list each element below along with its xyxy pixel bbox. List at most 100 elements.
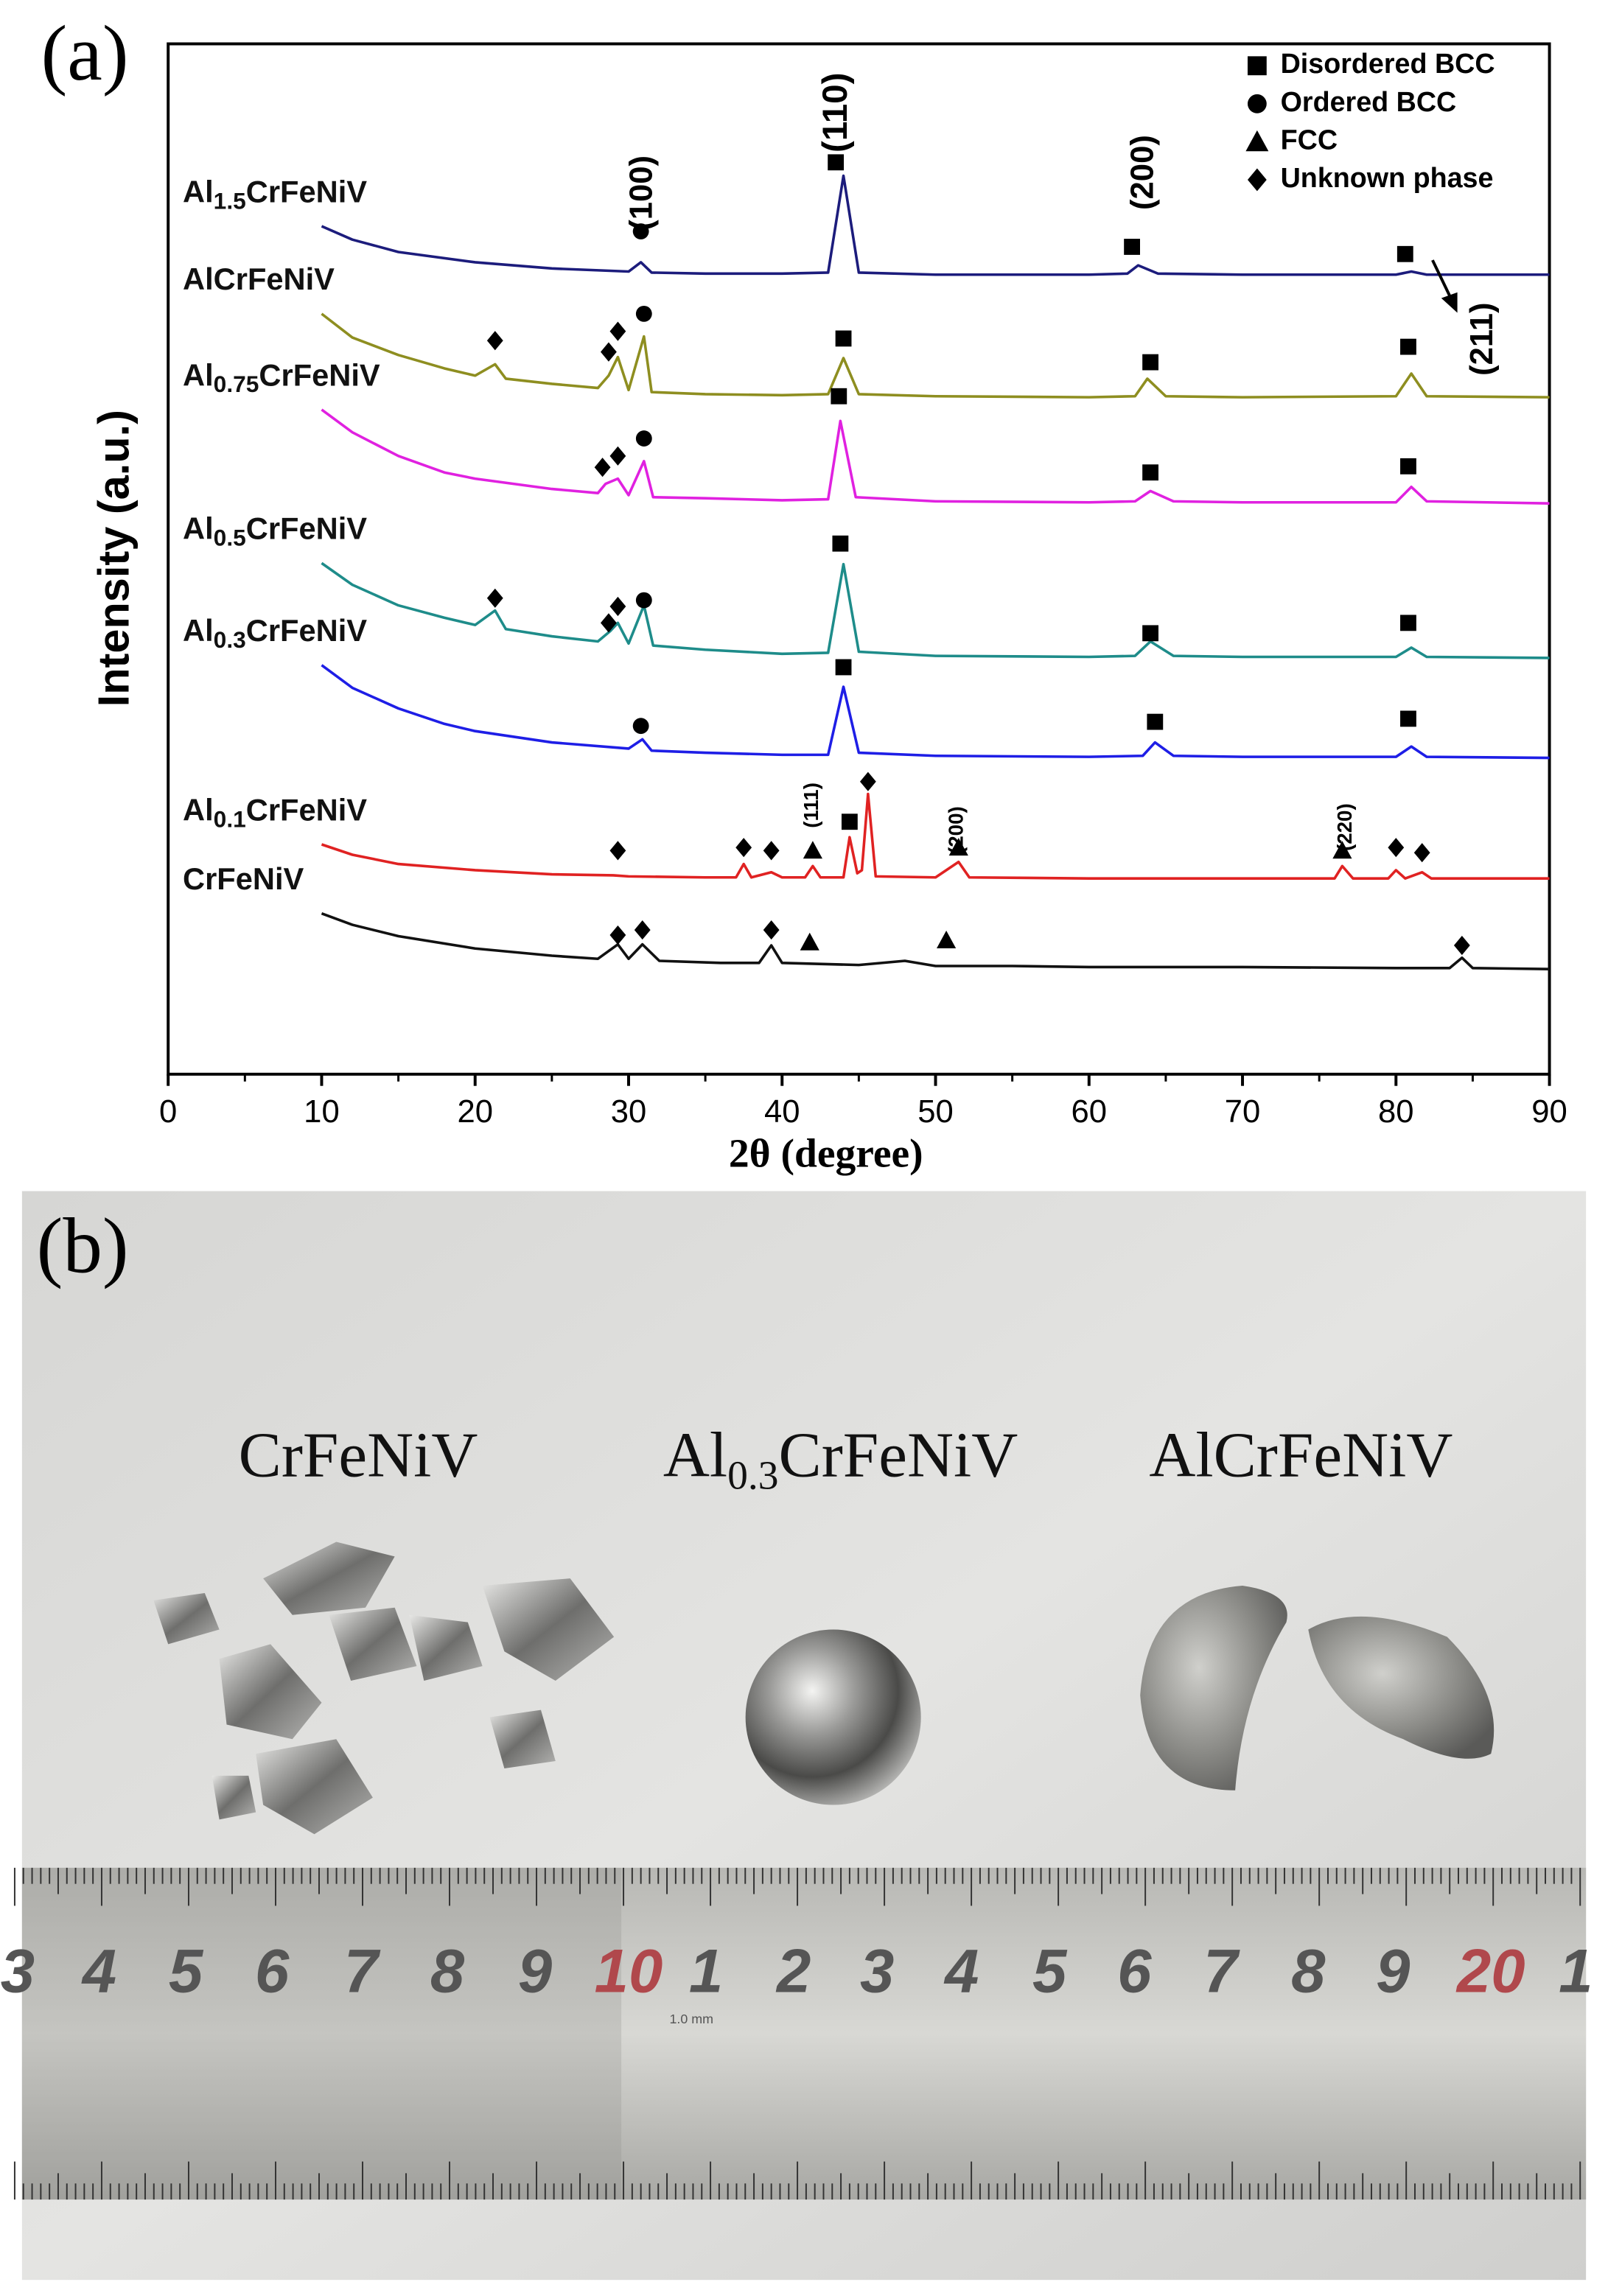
label-part: CrFeNiV — [183, 861, 304, 896]
ruler-number: 5 — [1032, 1937, 1068, 2006]
marker-circle — [635, 305, 652, 322]
marker-triangle — [1332, 841, 1352, 859]
marker-circle — [1247, 94, 1267, 113]
label-part: Al — [183, 613, 214, 648]
marker-diamond — [735, 838, 752, 858]
label-part: Al — [183, 174, 214, 209]
ruler-number: 7 — [344, 1937, 381, 2006]
marker-diamond — [1388, 838, 1405, 858]
label-subscript: 0.5 — [214, 525, 246, 551]
name-part: CrFeNiV — [779, 1418, 1018, 1490]
label-subscript: 1.5 — [214, 188, 246, 214]
alcrfeniv-halves — [1140, 1586, 1495, 1791]
peak-label: (200) — [945, 806, 968, 854]
ruler-number: 10 — [595, 1937, 663, 2006]
name-part: AlCrFeNiV — [1149, 1418, 1453, 1490]
label-part: CrFeNiV — [246, 174, 368, 209]
marker-circle — [635, 592, 652, 609]
xrd-trace — [321, 664, 1550, 760]
marker-circle — [632, 223, 649, 239]
ruler-number: 4 — [81, 1937, 116, 2006]
marker-square — [832, 535, 849, 552]
label-part: CrFeNiV — [246, 613, 368, 648]
legend-label: Ordered BCC — [1281, 86, 1457, 117]
peak-label: (110) — [816, 72, 855, 152]
peak-label: (211) — [1464, 302, 1500, 375]
label-subscript: 0.75 — [214, 371, 259, 398]
sample-label: Al1.5CrFeNiV — [183, 174, 367, 214]
marker-square — [1142, 464, 1158, 481]
marker-diamond — [609, 841, 626, 861]
marker-triangle — [800, 932, 819, 951]
marker-diamond — [486, 331, 503, 351]
marker-circle — [635, 430, 652, 447]
arrow-head — [1441, 292, 1458, 313]
peak-label: (111) — [800, 783, 822, 828]
x-tick-label: 80 — [1378, 1094, 1414, 1130]
ruler — [21, 1867, 1587, 2200]
ruler-number: 8 — [430, 1937, 465, 2006]
marker-square — [831, 388, 847, 405]
xrd-trace — [321, 561, 1550, 659]
ruler-number: 8 — [1291, 1937, 1326, 2006]
marker-triangle — [803, 841, 822, 859]
legend-label: Disordered BCC — [1281, 48, 1495, 79]
marker-diamond — [594, 458, 611, 477]
marker-square — [835, 659, 852, 676]
marker-diamond — [609, 925, 626, 945]
ruler-number: 3 — [860, 1937, 894, 2006]
x-tick-label: 40 — [764, 1094, 800, 1130]
x-tick-label: 50 — [917, 1094, 954, 1130]
label-part: AlCrFeNiV — [183, 262, 335, 296]
marker-triangle — [948, 838, 968, 856]
ruler-number: 9 — [518, 1937, 552, 2006]
label-part: Al — [183, 357, 214, 392]
marker-triangle — [1245, 130, 1269, 152]
marker-square — [1396, 245, 1413, 262]
marker-square — [828, 154, 845, 171]
marker-diamond — [486, 588, 503, 608]
sample-label: Al0.3CrFeNiV — [183, 613, 367, 653]
marker-diamond — [634, 920, 651, 940]
sample-label: AlCrFeNiV — [183, 262, 335, 296]
peak-label: (200) — [1125, 135, 1161, 210]
marker-diamond — [859, 771, 876, 791]
xrd-trace — [321, 912, 1550, 970]
marker-square — [1124, 239, 1140, 255]
marker-square — [1400, 338, 1416, 355]
marker-square — [835, 330, 852, 347]
marker-diamond — [763, 841, 780, 861]
ruler-number: 2 — [775, 1937, 811, 2006]
legend-label: Unknown phase — [1281, 162, 1494, 193]
ruler-number: 9 — [1376, 1937, 1410, 2006]
marker-diamond — [609, 596, 626, 617]
x-tick-label: 60 — [1072, 1094, 1108, 1130]
panel-label: (b) — [37, 1203, 129, 1289]
ruler-number: 7 — [1203, 1937, 1240, 2006]
marker-diamond — [1413, 843, 1430, 863]
xrd-trace — [321, 408, 1550, 505]
label-part: CrFeNiV — [246, 792, 368, 827]
marker-square — [1400, 458, 1416, 475]
marker-square — [841, 813, 858, 830]
sample-name: Al0.3CrFeNiV — [663, 1418, 1018, 1498]
x-tick-label: 70 — [1225, 1094, 1261, 1130]
name-part: Al — [663, 1418, 727, 1490]
xrd-trace — [321, 174, 1550, 276]
marker-square — [1147, 713, 1164, 730]
marker-square — [1400, 710, 1416, 727]
ruler-number: 1 — [689, 1937, 723, 2006]
marker-triangle — [936, 930, 957, 948]
x-tick-label: 0 — [159, 1094, 177, 1130]
ruler-number: 3 — [1, 1937, 35, 2006]
x-tick-label: 10 — [304, 1094, 340, 1130]
plot-frame — [167, 42, 1551, 1076]
sample-label: Al0.1CrFeNiV — [183, 792, 367, 832]
sample-label: Al0.5CrFeNiV — [183, 511, 367, 551]
marker-diamond — [601, 613, 617, 633]
marker-square — [1247, 56, 1267, 76]
y-axis-label: Intensity (a.u.) — [88, 410, 138, 707]
ruler-number: 5 — [169, 1937, 204, 2006]
